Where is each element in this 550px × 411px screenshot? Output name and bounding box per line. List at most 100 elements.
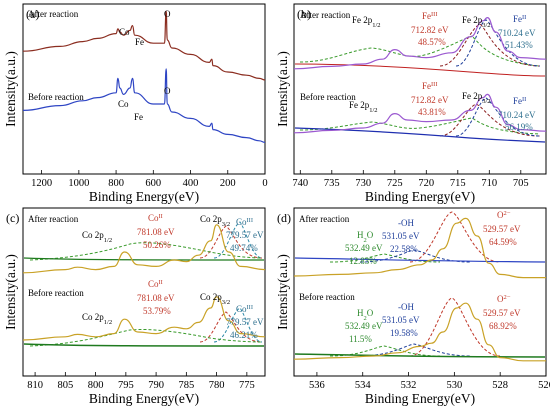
panel-d-after-oh-label: -OH <box>398 218 414 228</box>
panel-a-ticks: 1200 1000 800 600 400 200 0 <box>31 170 268 189</box>
panel-b-after-fe2p12-label: Fe 2p1/2 <box>352 15 381 29</box>
panel-a-before-label: Before reaction <box>28 92 84 102</box>
panel-b: (b) Intensity(a.u.) Binding Energy(eV) 7… <box>275 3 547 204</box>
panel-a-series-after <box>22 10 266 81</box>
panel-d-after-oh-percent: 22.58% <box>390 244 418 254</box>
panel-a-frame <box>22 3 266 175</box>
panel-b-series-before <box>293 93 547 134</box>
panel-c-after-label: After reaction <box>28 214 79 224</box>
panel-b-frame <box>293 3 547 175</box>
panel-b-after-fe3-label: FeIII <box>422 11 438 22</box>
panel-d-xtick-label: 536 <box>309 380 325 391</box>
panel-a-fe-label-after: Fe <box>135 37 144 47</box>
panel-d-after-background <box>294 257 546 263</box>
panel-c-xtick-label: 810 <box>27 380 43 391</box>
panel-d-before-o2-percent: 68.92% <box>489 321 517 331</box>
panel-b-xtick-label: 710 <box>481 178 497 189</box>
panel-b-after-background <box>294 63 546 77</box>
panel-b-after-fe2-label: FeII <box>513 14 526 25</box>
panel-c-xtick-label: 780 <box>209 380 225 391</box>
panel-c-before-co3-energy: 779.57 eV <box>226 317 264 327</box>
panel-d-before-oh-label: -OH <box>398 302 414 312</box>
panel-d-after-h2o-label: H2O <box>357 230 374 244</box>
panel-c-xlabel: Binding Energy(eV) <box>89 391 199 406</box>
panel-d-before-o2-label: O2− <box>497 294 511 305</box>
panel-d-after-h2o-component <box>329 253 441 263</box>
panel-c-series <box>22 224 266 341</box>
panel-c-after-co3-energy: 779.57 eV <box>226 230 264 240</box>
panel-a-co-label-after: Co <box>119 27 130 37</box>
panel-b-before-fe3-percent: 43.81% <box>418 107 446 117</box>
panel-c: (c) Intensity(a.u.) Binding Energy(eV) 8… <box>3 207 266 406</box>
panel-b-before-label: Before reaction <box>300 92 356 102</box>
panel-b-after-fe2-b-component <box>455 19 541 67</box>
panel-c-after-co2-energy: 781.08 eV <box>137 227 175 237</box>
panel-a-xtick-label: 600 <box>145 178 161 189</box>
panel-d-before-background <box>294 353 546 358</box>
panel-a-o-label-before: O <box>164 86 171 96</box>
panel-c-xtick-label: 800 <box>88 380 104 391</box>
panel-d-frame <box>293 207 547 377</box>
panel-d-series-before <box>293 302 546 362</box>
panel-d-after-h2o-energy: 532.49 eV <box>345 243 383 253</box>
panel-b-ticks: 740 735 730 725 720 715 710 705 <box>292 170 529 189</box>
panel-c-before-co3-label: CoIII <box>236 304 253 315</box>
panel-d-after-h2o-percent: 12.83% <box>349 256 377 266</box>
panel-d-xtick-label: 526 <box>538 380 550 391</box>
panel-a-series-before <box>22 68 266 143</box>
panel-b-before-fe2-component <box>439 103 541 137</box>
panel-c-xtick-label: 785 <box>178 380 194 391</box>
panel-d-series <box>293 217 546 362</box>
panel-d-before-h2o-label: H2O <box>357 308 374 322</box>
panel-d-before-h2o-energy: 532.49 eV <box>345 321 383 331</box>
panel-d-xlabel: Binding Energy(eV) <box>365 391 475 406</box>
panel-b-before-fe3-energy: 712.82 eV <box>411 95 449 105</box>
panel-c-after-co2-component <box>199 225 263 259</box>
panel-b-fit-components <box>299 19 541 137</box>
panel-c-before-label: Before reaction <box>28 288 84 298</box>
panel-c-ylabel: Intensity(a.u.) <box>3 254 18 330</box>
panel-a-xtick-label: 800 <box>108 178 124 189</box>
panel-d-after-o2-percent: 64.59% <box>489 237 517 247</box>
panel-c-after-background <box>23 257 265 261</box>
panel-c-xtick-label: 805 <box>57 380 73 391</box>
panel-c-before-co2p12-label: Co 2p1/2 <box>82 312 112 326</box>
panel-a: (a) Intensity(a.u.) Binding Energy(eV) 1… <box>3 3 268 204</box>
panel-b-xtick-label: 740 <box>292 178 308 189</box>
panel-c-before-co2-energy: 781.08 eV <box>137 293 175 303</box>
panel-c-after-co3-percent: 49.74% <box>230 243 258 253</box>
panel-c-before-background <box>23 343 265 347</box>
panel-c-fit-components <box>29 221 263 347</box>
panel-b-after-fe2-energy: 710.24 eV <box>498 28 536 38</box>
panel-a-ylabel: Intensity(a.u.) <box>3 51 18 127</box>
panel-d-before-oh-energy: 531.05 eV <box>382 315 420 325</box>
panel-a-xtick-label: 400 <box>183 178 199 189</box>
panel-b-ylabel: Intensity(a.u.) <box>275 51 290 127</box>
panel-d-before-oh-component <box>359 343 471 357</box>
panel-b-before-fe2p32-label: Fe 2p3/2 <box>462 91 491 105</box>
panel-b-after-fe3-component <box>299 35 541 67</box>
panel-c-frame <box>22 207 266 377</box>
panel-a-xlabel: Binding Energy(eV) <box>89 189 199 204</box>
panel-d-ylabel: Intensity(a.u.) <box>275 254 290 330</box>
panel-a-xtick-label: 1000 <box>68 178 89 189</box>
panel-c-xtick-label: 790 <box>148 380 164 391</box>
panel-a-series <box>22 10 266 143</box>
panel-d-xtick-label: 528 <box>492 380 508 391</box>
panel-d-before-label: Before reaction <box>299 292 355 302</box>
panel-b-xtick-label: 705 <box>513 178 529 189</box>
panel-d-after-o2-component <box>409 211 501 263</box>
panel-b-before-fe2-energy: 710.24 eV <box>498 110 536 120</box>
panel-b-after-fe3-percent: 48.57% <box>418 37 446 47</box>
panel-d-after-label: After reaction <box>299 214 350 224</box>
panel-c-after-co2p32-label: Co 2p3/2 <box>200 214 230 228</box>
panel-c-before-co3-percent: 46.21% <box>230 330 258 340</box>
panel-b-before-fe2-label: FeII <box>513 96 526 107</box>
panel-d-before-h2o-component <box>329 345 441 357</box>
panel-a-xtick-label: 0 <box>262 178 267 189</box>
panel-b-xtick-label: 715 <box>450 178 466 189</box>
panel-c-xtick-label: 775 <box>239 380 255 391</box>
panel-d-before-oh-percent: 19.58% <box>390 328 418 338</box>
panel-d-before-o2-energy: 529.57 eV <box>483 308 521 318</box>
panel-b-after-fe3-energy: 712.82 eV <box>411 25 449 35</box>
